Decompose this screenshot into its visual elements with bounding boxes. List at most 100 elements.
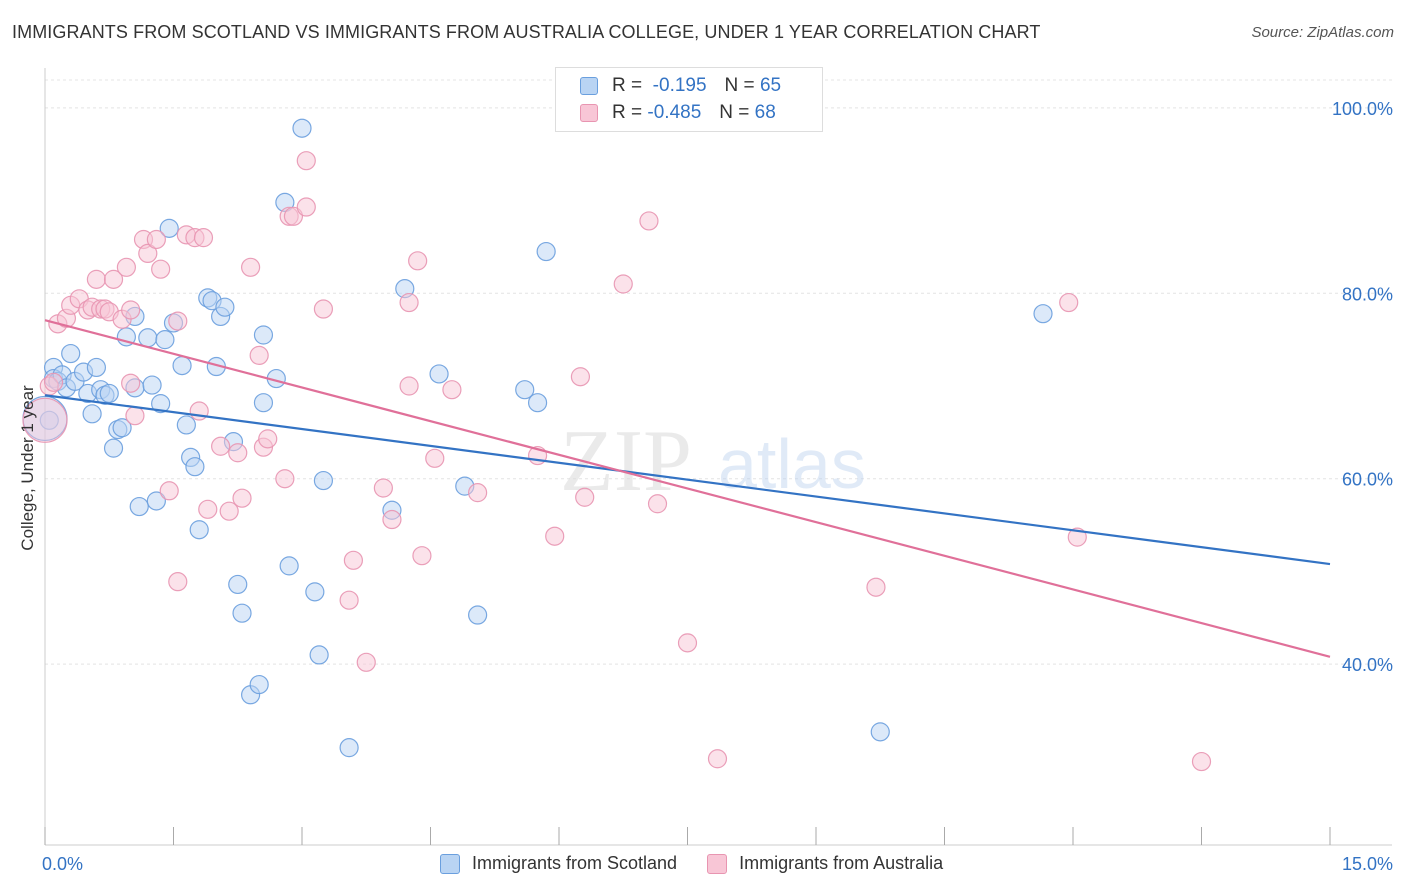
y-tick-label: 60.0% — [1342, 470, 1393, 490]
scotland-legend-swatch — [440, 853, 460, 874]
scotland-point — [232, 603, 252, 623]
scotland-point — [99, 383, 119, 404]
australia-point — [707, 749, 728, 769]
australia-point — [639, 211, 659, 231]
australia-point — [228, 443, 248, 463]
scotland-point — [468, 605, 488, 625]
watermark-atlas: atlas — [718, 425, 866, 503]
australia-point — [425, 448, 445, 468]
correlation-legend: R = -0.195 N = 65 R = -0.485 N = 68 — [555, 67, 823, 132]
australia-point — [412, 546, 432, 566]
australia-point — [146, 229, 166, 250]
scotland-point — [112, 418, 132, 438]
australia-point — [570, 367, 591, 387]
australia-point — [373, 478, 393, 498]
australia-point — [275, 469, 295, 489]
scotland-point — [279, 556, 299, 576]
australia-point — [103, 269, 124, 289]
y-tick-label: 40.0% — [1342, 655, 1393, 675]
scotland-point — [142, 375, 162, 395]
australia-legend-label: Immigrants from Australia — [739, 853, 944, 873]
series-scotland-points — [22, 118, 1053, 758]
y-tick-label: 80.0% — [1342, 284, 1393, 304]
trend-lines — [44, 319, 1331, 658]
legend-row-australia: R = -0.485 N = 68 — [580, 101, 776, 125]
australia-point — [468, 483, 488, 503]
australia-point — [168, 311, 188, 331]
scotland-point — [215, 297, 235, 317]
legend-n-label: N = — [724, 75, 755, 96]
scotland-point — [249, 674, 269, 695]
scotland-point — [151, 394, 171, 414]
australia-point — [121, 300, 141, 320]
legend-r-label: R = — [612, 75, 643, 96]
australia-legend-swatch — [707, 853, 728, 874]
scotland-point — [129, 496, 149, 517]
australia-point — [283, 206, 304, 226]
scotland-point — [339, 738, 359, 758]
legend-row-scotland: R = -0.195 N = 65 — [580, 74, 781, 98]
scotland-point — [39, 410, 59, 430]
australia-point — [219, 501, 239, 521]
scotland-point — [82, 404, 102, 424]
scotland-point — [292, 118, 312, 138]
scotland-point — [309, 645, 329, 665]
legend-r-label: R = — [612, 102, 643, 123]
y-tick-label: 100.0% — [1332, 99, 1393, 119]
australia-point — [86, 269, 107, 289]
scotland-point — [138, 328, 158, 348]
scotland-legend-label: Immigrants from Scotland — [472, 853, 678, 873]
axis-layer — [44, 68, 1392, 846]
australia-point — [408, 251, 428, 271]
australia-point — [258, 429, 278, 449]
scotland-point — [103, 438, 124, 458]
scotland-point — [429, 364, 449, 384]
australia-point — [343, 550, 363, 570]
scotland-point — [61, 343, 81, 364]
australia-point — [1059, 292, 1079, 313]
australia-point — [211, 436, 231, 456]
australia-point — [339, 590, 359, 610]
scotland-point — [515, 380, 535, 400]
australia-point — [382, 509, 402, 530]
australia-point — [399, 376, 419, 396]
australia-point — [575, 487, 595, 507]
australia-point — [168, 572, 188, 592]
australia-point — [125, 406, 145, 426]
scotland-point — [527, 393, 548, 413]
australia-point — [647, 494, 668, 514]
scotland-point — [189, 520, 209, 540]
australia-point — [193, 228, 214, 248]
australia-point — [151, 259, 171, 279]
australia-point — [22, 397, 68, 443]
australia-swatch — [580, 104, 598, 122]
scotland-point — [253, 393, 274, 413]
series-legend: Immigrants from Scotland Immigrants from… — [440, 853, 973, 874]
scotland-point — [172, 356, 192, 376]
source-label: Source: ZipAtlas.com — [1251, 24, 1394, 41]
australia-point — [1067, 527, 1087, 547]
scotland-point — [159, 218, 179, 238]
scotland-point — [176, 415, 196, 435]
australia-point — [159, 481, 179, 501]
chart-title: IMMIGRANTS FROM SCOTLAND VS IMMIGRANTS F… — [12, 22, 1041, 42]
scotland-point — [313, 470, 334, 491]
australia-point — [442, 380, 462, 400]
australia-point — [241, 257, 261, 277]
legend-item-australia: Immigrants from Australia — [707, 853, 943, 874]
australia-point — [138, 243, 158, 263]
scotland-point — [228, 574, 248, 595]
scotland-point — [155, 330, 175, 350]
australia-point — [356, 652, 376, 672]
australia-point — [249, 345, 269, 365]
legend-item-scotland: Immigrants from Scotland — [440, 853, 677, 874]
scotland-point — [253, 325, 274, 345]
australia-point — [677, 633, 698, 653]
scotland-point — [305, 582, 325, 602]
australia-point — [43, 372, 64, 392]
scotland-n-value: 65 — [759, 75, 782, 96]
australia-point — [313, 299, 334, 319]
tick-labels: 40.0% 60.0% 80.0% 100.0% 0.0% 15.0% — [42, 99, 1393, 874]
scotland-swatch — [580, 77, 598, 95]
